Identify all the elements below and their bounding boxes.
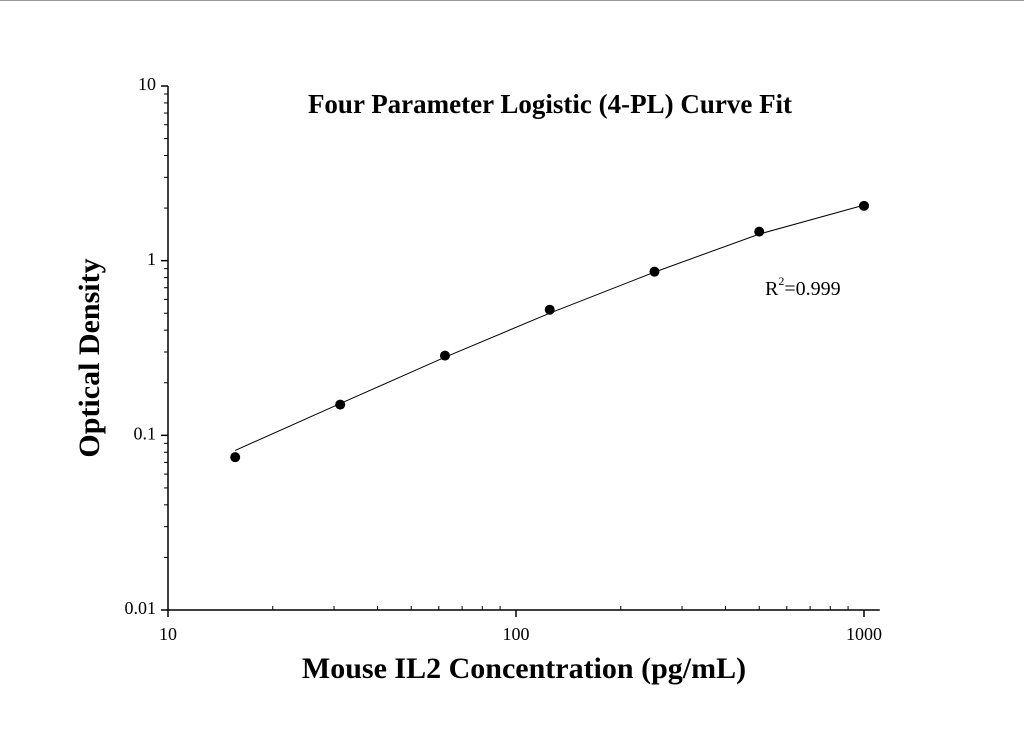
data-point [859, 200, 869, 211]
y-tick-label: 0.01 [125, 598, 157, 618]
data-point [439, 350, 450, 361]
y-axis-label: Optical Density [73, 258, 106, 457]
data-point [230, 452, 241, 463]
x-tick-label: 10 [159, 624, 177, 644]
annotation-rest: =0.999 [784, 278, 840, 300]
annotation-base: R [765, 278, 779, 300]
annotation: R2=0.999 [765, 274, 841, 300]
y-tick-label: 10 [138, 74, 156, 94]
chart-title: Four Parameter Logistic (4-PL) Curve Fit [308, 89, 792, 119]
y-tick-label: 0.1 [134, 423, 157, 443]
x-tick-label: 100 [503, 624, 530, 644]
fit-curve [234, 204, 865, 451]
annotation-superscript: 2 [778, 274, 784, 288]
data-point [544, 304, 555, 315]
data-point [649, 266, 660, 277]
x-tick-label: 1000 [846, 624, 882, 644]
x-axis-label: Mouse IL2 Concentration (pg/mL) [302, 652, 746, 685]
data-point [754, 226, 765, 237]
data-point [335, 399, 346, 410]
y-tick-label: 1 [147, 249, 156, 269]
